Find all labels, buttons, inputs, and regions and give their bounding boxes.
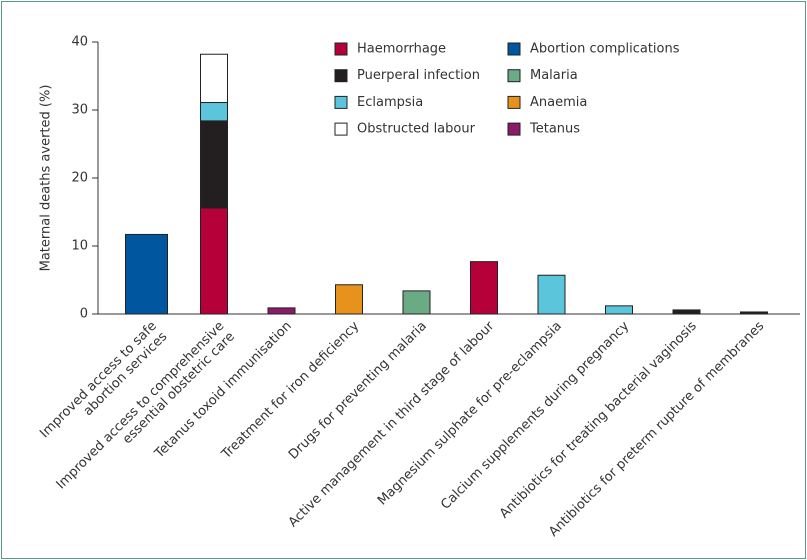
bar-segment: [335, 284, 363, 315]
bar-segment: [537, 274, 566, 315]
legend-label: Obstructed labour: [357, 122, 476, 137]
bar-segment: [200, 207, 228, 315]
legend-label: Haemorrhage: [357, 42, 446, 57]
y-tick-label: 10: [71, 239, 88, 254]
bar-segment: [672, 309, 701, 315]
legend-label: Anaemia: [530, 95, 587, 110]
legend-label: Puerperal infection: [357, 68, 480, 83]
bar-segment: [470, 261, 498, 315]
x-tick-label: Drugs for preventing malaria: [286, 319, 430, 463]
legend-swatch: [334, 95, 348, 109]
legend-label: Eclampsia: [357, 95, 423, 110]
legend-label: Abortion complications: [530, 42, 680, 57]
bar-segment: [605, 305, 633, 315]
y-axis-label: Maternal deaths averted (%): [39, 85, 54, 272]
bar-segment: [125, 233, 168, 315]
legend-label: Malaria: [530, 68, 578, 83]
bar-segment: [200, 102, 228, 122]
legend-swatch: [334, 42, 348, 56]
bar-segment: [402, 290, 431, 315]
y-tick-label: 0: [80, 307, 88, 322]
bar-segment: [267, 307, 296, 315]
legend-swatch: [507, 69, 521, 83]
y-tick-label: 40: [71, 35, 88, 50]
legend-swatch: [334, 122, 348, 136]
legend-swatch: [507, 95, 521, 109]
legend-swatch: [334, 69, 348, 83]
legend-swatch: [507, 42, 521, 56]
bar-segment: [200, 53, 228, 104]
y-tick-label: 30: [71, 103, 88, 118]
x-tick-label: Treatment for iron deficiency: [218, 318, 362, 462]
y-tick-label: 20: [71, 171, 88, 186]
legend-swatch: [507, 122, 521, 136]
legend-label: Tetanus: [529, 122, 580, 137]
bar-segment: [200, 120, 228, 209]
bar-segment: [740, 311, 768, 315]
